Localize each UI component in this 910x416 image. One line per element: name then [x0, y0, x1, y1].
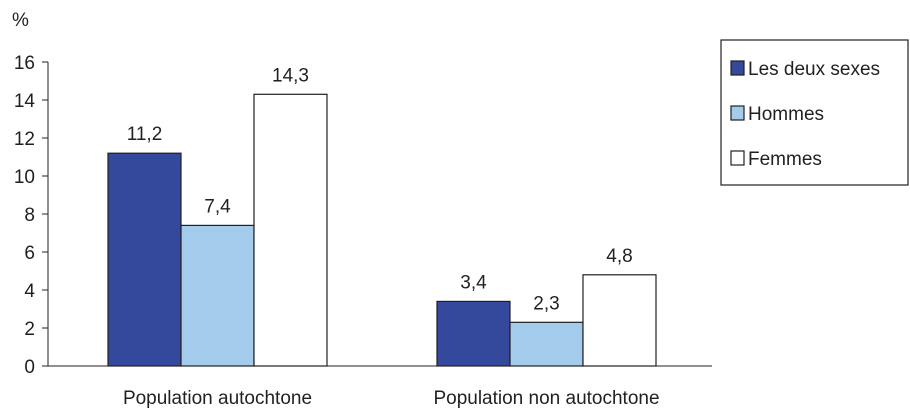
y-tick-label: 16: [14, 53, 35, 74]
bar: [509, 321, 584, 367]
bar-value-label: 3,4: [460, 272, 487, 293]
y-tick-label: 2: [24, 319, 35, 340]
bar-value-label: 2,3: [533, 293, 559, 314]
category-label: Population autochtone: [123, 388, 312, 409]
bar-value-label: 7,4: [204, 196, 231, 217]
legend-swatch: [730, 105, 745, 121]
bar-value-label: 11,2: [127, 124, 163, 145]
y-tick-label: 12: [14, 129, 35, 150]
legend-label: Femmes: [748, 149, 822, 170]
legend-label: Les deux sexes: [748, 59, 880, 80]
legend-swatch: [730, 60, 745, 76]
bar-value-label: 4,8: [606, 246, 632, 267]
legend-label: Hommes: [748, 104, 824, 125]
axes: 0 2 4 6 8 10 12 14 16: [14, 53, 712, 378]
y-tick-label: 10: [14, 167, 35, 188]
bar: [107, 152, 182, 367]
legend-swatch: [730, 150, 745, 166]
y-tick-label: 0: [24, 357, 35, 378]
bar: [253, 93, 328, 367]
y-tick-label: 6: [24, 243, 35, 264]
y-tick-label: 8: [24, 205, 35, 226]
legend-box: [720, 39, 909, 186]
value-labels: 11,2 7,4 14,3 3,4 2,3 4,8: [127, 65, 633, 314]
bar: [436, 300, 511, 367]
y-axis-unit-label: %: [12, 10, 29, 31]
category-label: Population non autochtone: [433, 388, 659, 409]
y-tick-label: 14: [14, 91, 36, 112]
bar: [180, 224, 255, 367]
category-labels: Population autochtone Population non auto…: [123, 388, 660, 409]
bar-value-label: 14,3: [272, 65, 309, 86]
bars: [107, 93, 657, 367]
y-tick-label: 4: [24, 281, 35, 302]
legend: Les deux sexes Hommes Femmes: [720, 39, 909, 186]
bar: [582, 274, 657, 367]
